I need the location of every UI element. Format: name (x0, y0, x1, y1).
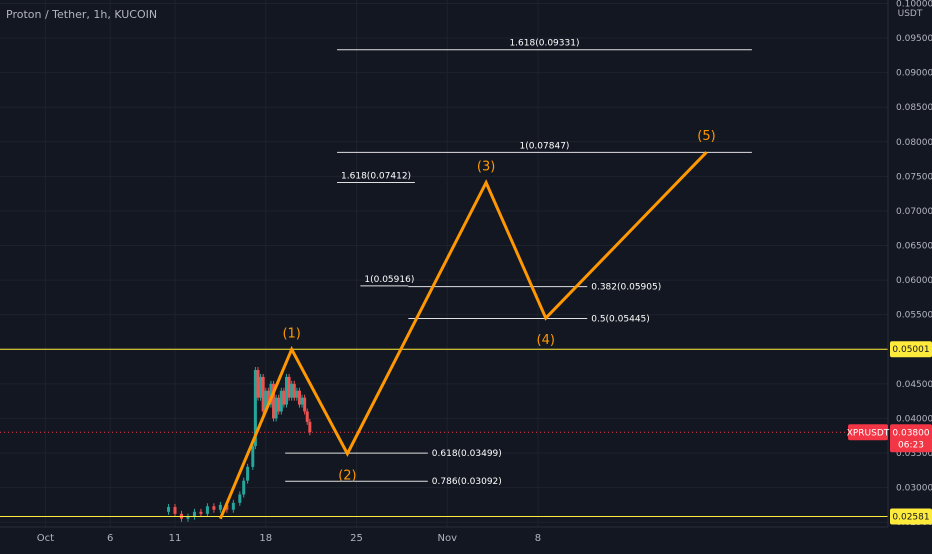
fib-level-label: 0.382(0.05905) (591, 283, 661, 293)
fib-level-label: 0.5(0.05445) (591, 314, 650, 324)
candle-body (279, 390, 283, 412)
price-tick-label: 0.09500 (896, 34, 932, 44)
fib-level-label: 1(0.07847) (519, 141, 569, 151)
price-tag[interactable] (890, 341, 932, 358)
fib-levels-layer: 1.618(0.09331) 1(0.07847) 1.618(0.07412) 1(… (285, 39, 752, 487)
symbol-title: Proton / Tether, 1h, KUCOIN (6, 8, 158, 21)
price-series-layer (167, 367, 312, 522)
candle-body (212, 506, 216, 510)
candle-body (284, 376, 288, 405)
price-tick-label: 0.04000 (896, 414, 932, 424)
time-tick-label: 11 (169, 533, 182, 544)
price-tick-label: 0.08500 (896, 103, 932, 113)
last-price-tag[interactable] (890, 424, 932, 453)
time-tick-label: 6 (107, 533, 113, 544)
candle-body (266, 390, 270, 405)
candle-body (238, 494, 242, 503)
last-price-label: 0.03800 (892, 428, 929, 438)
candle-body (272, 383, 276, 419)
candle-body (173, 506, 177, 514)
time-tick-label: 8 (535, 533, 541, 544)
candle-body (300, 397, 304, 405)
price-tick-label: 0.03500 (896, 449, 932, 459)
countdown-label: 06:23 (898, 440, 924, 450)
candle-body (261, 376, 265, 412)
wave-label-1: (1) (282, 326, 300, 341)
fib-level-label: 1.618(0.07412) (341, 171, 411, 181)
candle-body (167, 506, 171, 512)
candle-body (256, 370, 260, 398)
candle-body (205, 506, 209, 514)
fib-level-label: 0.618(0.03499) (432, 449, 502, 459)
price-axis-background (888, 0, 932, 550)
price-tick-label: 0.06500 (896, 242, 932, 252)
candle-body (308, 421, 312, 433)
elliott-wave-line[interactable] (219, 151, 708, 520)
candle-body (269, 383, 273, 405)
wave-label-5: (5) (697, 129, 715, 144)
time-tick-label: 18 (259, 533, 272, 544)
candle-body (186, 516, 190, 519)
candle-body (282, 390, 286, 405)
wave-layer: (1) (2) (3) (4) (5) (219, 129, 716, 520)
price-tick-label: 0.06000 (896, 276, 932, 286)
candle-body (231, 502, 235, 510)
candle-body (225, 504, 229, 510)
time-axis[interactable]: Oct 6 11 18 25 Nov 8 (0, 526, 932, 550)
time-tick-label: Oct (37, 533, 54, 544)
candle-body (274, 397, 278, 419)
candle-body (277, 397, 281, 412)
price-tick-label: 0.07500 (896, 172, 932, 182)
wave-label-3: (3) (477, 160, 495, 175)
candle-body (264, 390, 268, 412)
fib-level-label: 1.618(0.09331) (509, 39, 579, 49)
price-tick-label: 0.07000 (896, 207, 932, 217)
time-tick-label: 25 (350, 533, 363, 544)
price-axis-unit: USDT (898, 9, 923, 19)
candle-body (242, 480, 246, 495)
price-tick-label: 0.08000 (896, 138, 932, 148)
price-tick-label: 0.03000 (896, 484, 932, 494)
candle-body (292, 383, 296, 398)
price-tick-label: 0.05500 (896, 311, 932, 321)
time-axis-background (0, 527, 932, 550)
time-tick-label: Nov (437, 533, 457, 544)
candle-body (251, 446, 255, 467)
price-tag-label: 0.05001 (892, 345, 929, 355)
price-tag-label: 0.02581 (892, 513, 929, 523)
wave-label-4: (4) (537, 333, 555, 348)
price-tag[interactable] (890, 508, 932, 525)
fib-level-label: 0.786(0.03092) (432, 477, 502, 487)
candle-body (218, 504, 222, 510)
candle-body (192, 511, 196, 517)
candle-body (297, 390, 301, 405)
candle-body (303, 397, 307, 412)
candle-body (295, 390, 299, 398)
symbol-tag-label: XPRUSDT (847, 428, 890, 438)
candle-body (246, 466, 250, 481)
price-tick-label: 0.04500 (896, 380, 932, 390)
candle-body (305, 411, 309, 422)
horizontal-levels-layer (0, 348, 888, 518)
fib-level-label: 1(0.05916) (364, 275, 414, 285)
candle-body (287, 376, 291, 398)
candle-body (199, 511, 203, 514)
price-tick-label: 0.10000 (896, 0, 932, 9)
wave-label-2: (2) (338, 469, 356, 484)
candle-body (290, 383, 294, 398)
candle-body (259, 376, 263, 398)
price-tick-label: 0.09000 (896, 69, 932, 79)
symbol-tag[interactable] (848, 424, 888, 441)
candle-body (253, 370, 257, 447)
